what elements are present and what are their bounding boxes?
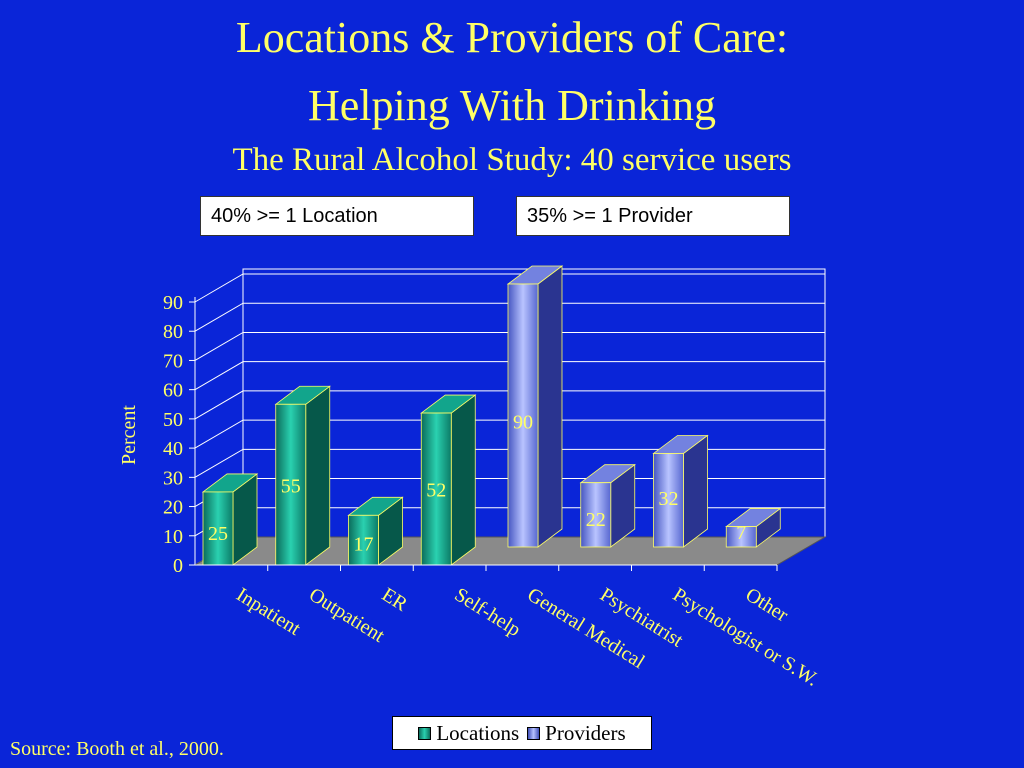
- y-axis: 0 10 20 30 40 50 60 70 80 90: [163, 292, 195, 577]
- x-tick-label: Self-help: [451, 584, 525, 642]
- y-tick-label: 20: [163, 497, 183, 519]
- bar-front: [348, 514, 379, 566]
- legend-label-providers: Providers: [545, 720, 626, 745]
- data-label: 7: [736, 522, 746, 544]
- source-citation: Source: Booth et al., 2000.: [10, 738, 224, 760]
- bar-side: [305, 385, 331, 566]
- provider-note-box: 35% >= 1 Provider: [516, 196, 790, 236]
- legend-swatch-providers: [527, 726, 541, 740]
- y-tick-label: 70: [163, 350, 183, 372]
- bar-front: [275, 403, 307, 566]
- bar-side: [537, 265, 563, 548]
- bar-front: [725, 526, 757, 548]
- bar-side: [450, 394, 476, 566]
- bar-general-medical: 90: [506, 265, 564, 548]
- gridline: [194, 361, 825, 391]
- gridline: [194, 273, 825, 303]
- chart-title-line-2: Helping With Drinking: [307, 81, 717, 130]
- y-axis-label: Percent: [118, 405, 140, 465]
- x-tick-label: ER: [378, 584, 412, 617]
- bar-front: [653, 453, 684, 548]
- gridline: [194, 448, 825, 478]
- bar-outpatient: 55: [274, 385, 331, 566]
- location-note-box: 40% >= 1 Location: [200, 196, 474, 236]
- bar-side: [683, 434, 708, 548]
- y-tick-label: 30: [163, 467, 183, 489]
- data-label: 90: [513, 412, 533, 434]
- legend-swatch-locations: [418, 726, 432, 740]
- bars: 25 55 17 52 90 22 32 7: [201, 265, 782, 566]
- y-tick-label: 40: [163, 438, 183, 460]
- legend-label-locations: Locations: [436, 720, 520, 745]
- chart-legend: Locations Providers: [392, 716, 652, 750]
- x-tick-label: Outpatient: [305, 584, 389, 648]
- y-tick-label: 80: [163, 321, 183, 343]
- bar-er: 17: [347, 496, 404, 566]
- bar-self-help: 52: [420, 394, 477, 566]
- gridline: [194, 302, 825, 332]
- chart-title-line-1: Locations & Providers of Care:: [235, 13, 789, 62]
- bar-other: 7: [725, 507, 782, 548]
- data-label: 52: [426, 480, 446, 502]
- data-label: 17: [354, 534, 374, 556]
- legend-item-locations: Locations: [418, 721, 519, 746]
- gridline: [194, 419, 825, 449]
- x-tick-label: Other: [742, 584, 793, 627]
- bar-front: [420, 412, 452, 566]
- y-tick-label: 60: [163, 380, 183, 402]
- y-tick-label: 0: [173, 555, 183, 577]
- bar-front: [580, 482, 612, 548]
- chart-subtitle: The Rural Alcohol Study: 40 service user…: [232, 142, 792, 178]
- gridline: [194, 390, 825, 420]
- gridline: [194, 331, 825, 361]
- bar-front: [202, 491, 234, 566]
- y-tick-label: 90: [163, 292, 183, 314]
- y-tick-label: 50: [163, 409, 183, 431]
- data-label: 22: [586, 509, 606, 531]
- legend-item-providers: Providers: [527, 721, 626, 746]
- bar-inpatient: 25: [201, 473, 259, 566]
- bar-psychiatrist: 22: [579, 463, 636, 548]
- data-label: 25: [208, 523, 228, 545]
- bar-front: [507, 283, 539, 548]
- y-tick-label: 10: [163, 526, 183, 548]
- x-tick-label: Inpatient: [232, 584, 304, 641]
- bar-psychologist-or-s-w: 32: [652, 434, 709, 548]
- data-label: 32: [659, 488, 679, 510]
- data-label: 55: [281, 476, 301, 498]
